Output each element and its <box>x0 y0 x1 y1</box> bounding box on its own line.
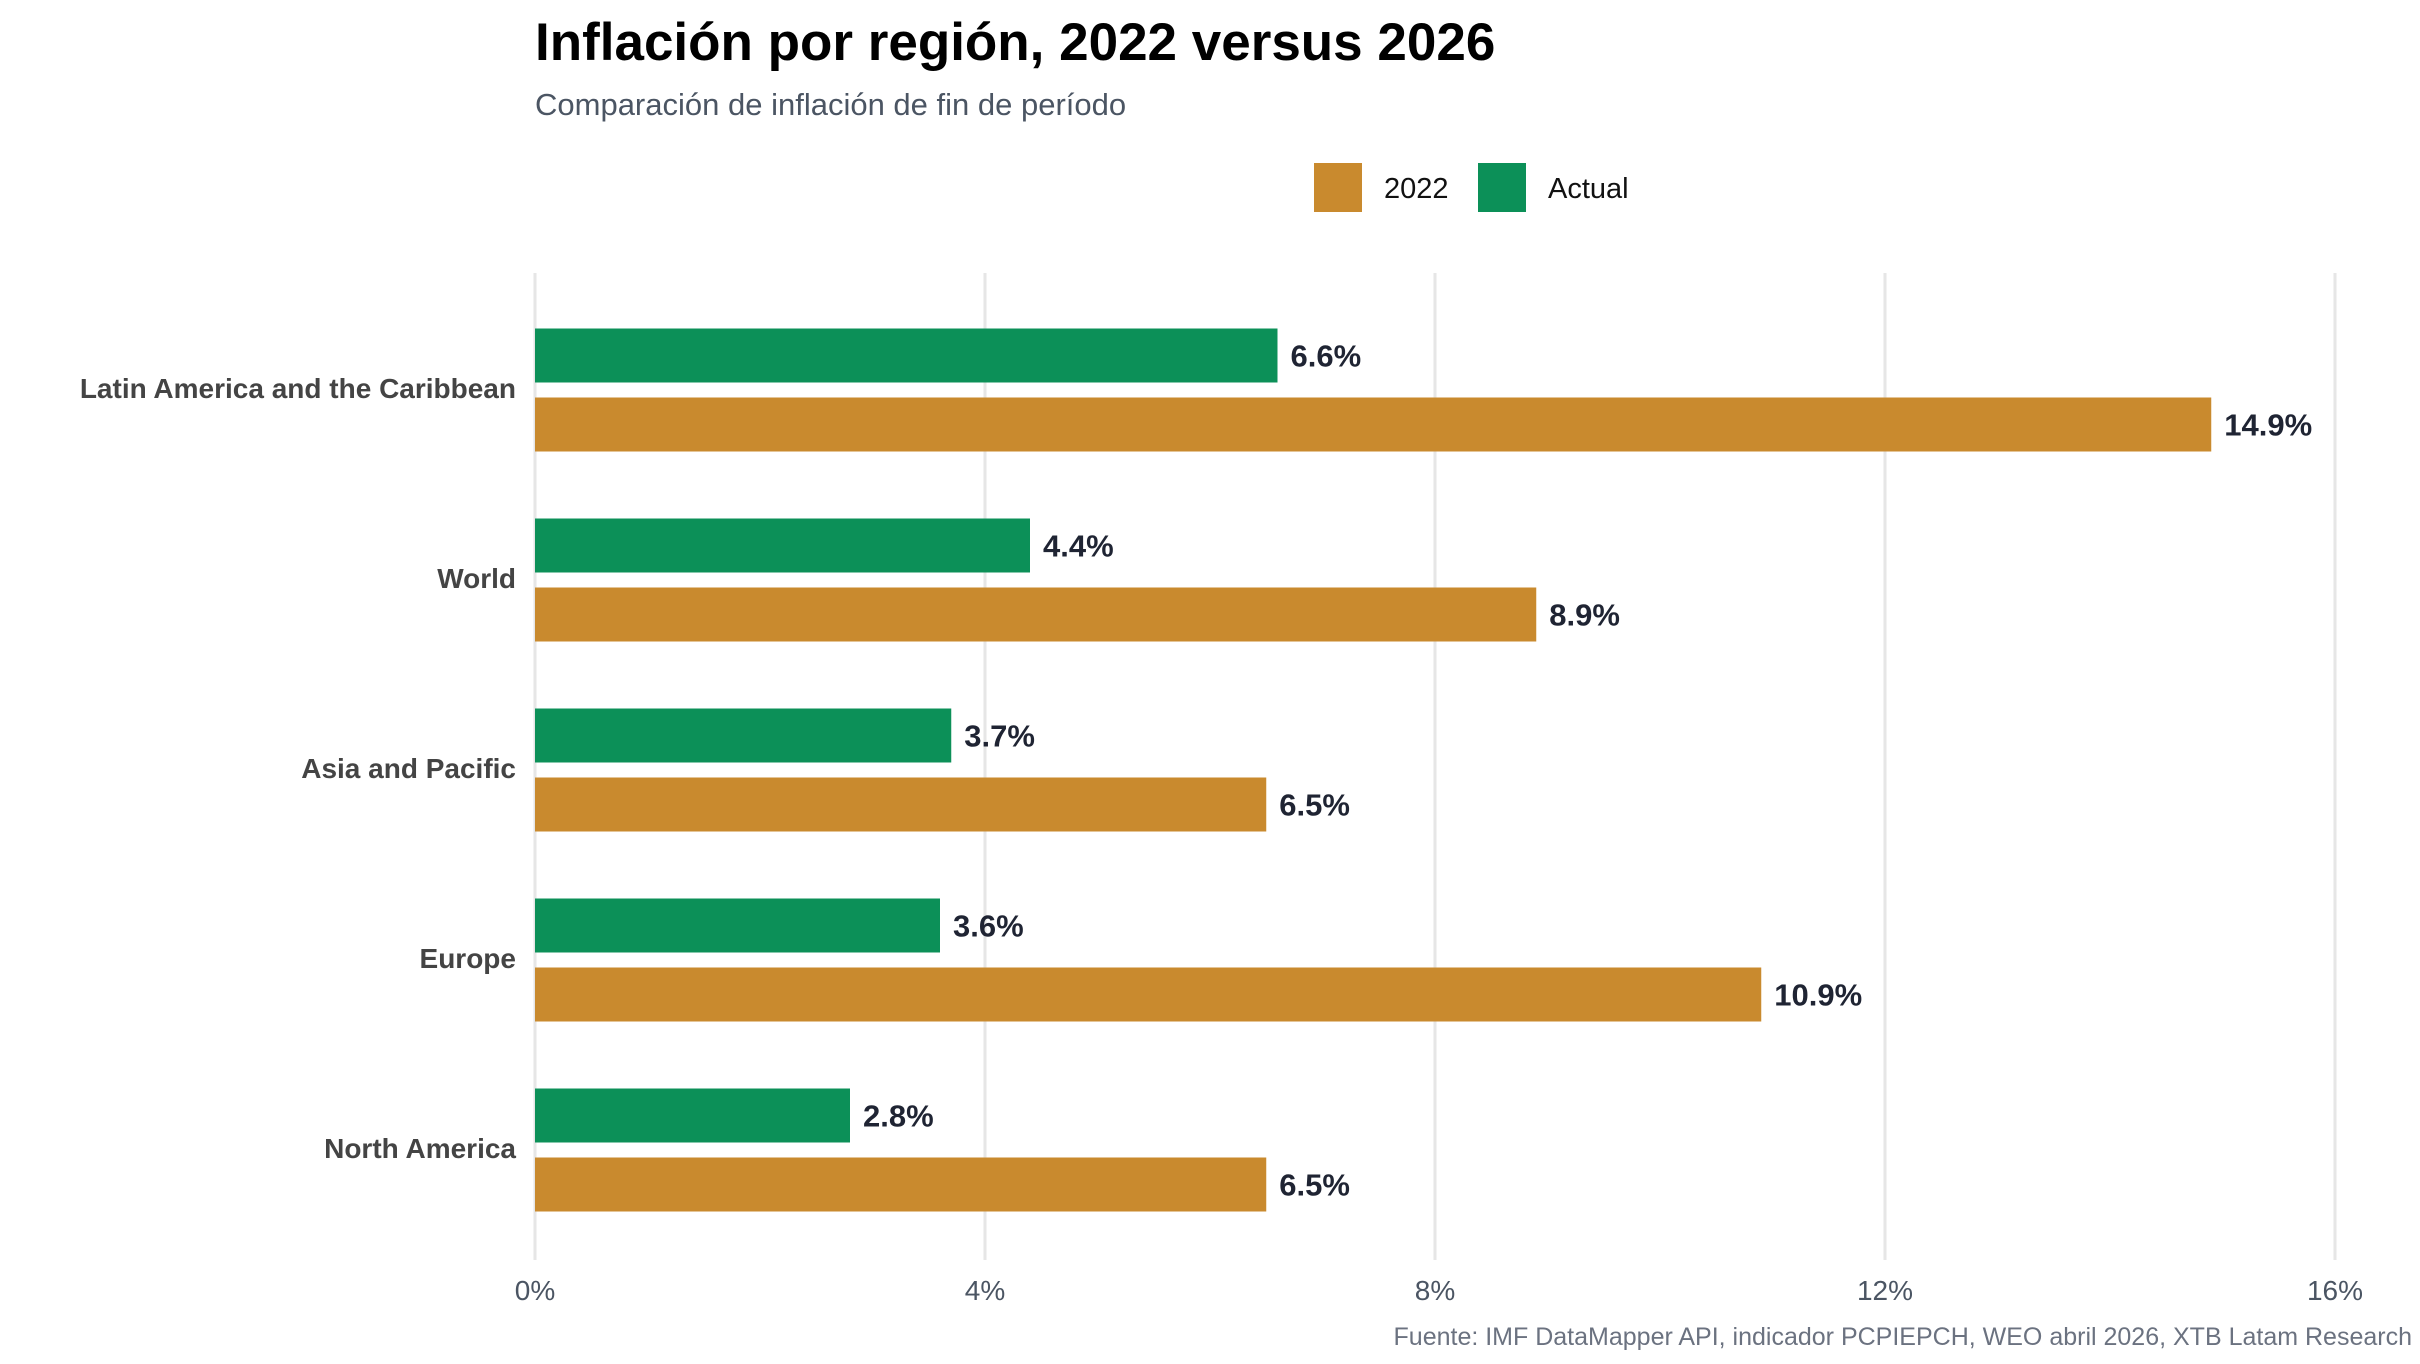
legend-key-actual <box>1478 163 1526 212</box>
legend: 2022 Actual <box>1314 163 1629 212</box>
legend-label-2022: 2022 <box>1384 173 1449 205</box>
bar-actual-asia-and-pacific <box>535 708 952 763</box>
bar-2022-north-america <box>535 1157 1267 1212</box>
y-category-label: Europe <box>420 943 516 974</box>
data-label: 6.6% <box>1291 339 1362 374</box>
y-axis: Latin America and the Caribbean World Asia… <box>80 373 517 1164</box>
x-tick-label: 16% <box>2307 1275 2363 1306</box>
y-category-label: World <box>437 563 516 594</box>
data-label: 10.9% <box>1774 978 1862 1013</box>
data-label: 8.9% <box>1549 598 1620 633</box>
chart-subtitle: Comparación de inflación de fin de perío… <box>535 87 1126 122</box>
bar-2022-asia-and-pacific <box>535 777 1267 832</box>
data-label: 6.5% <box>1279 788 1350 823</box>
bar-2022-europe <box>535 967 1762 1022</box>
data-label: 14.9% <box>2224 408 2312 443</box>
data-label: 2.8% <box>863 1099 934 1134</box>
data-label: 4.4% <box>1043 529 1114 564</box>
bar-actual-latin-america-and-the-caribbean <box>535 328 1278 383</box>
source-caption: Fuente: IMF DataMapper API, indicador PC… <box>1394 1323 2412 1351</box>
bar-actual-north-america <box>535 1088 850 1143</box>
legend-key-2022 <box>1314 163 1362 212</box>
data-label: 6.5% <box>1279 1168 1350 1203</box>
bar-actual-world <box>535 518 1030 573</box>
bar-2022-world <box>535 587 1537 642</box>
chart-title: Inflación por región, 2022 versus 2026 <box>535 13 1495 72</box>
data-label: 3.7% <box>964 719 1035 754</box>
x-axis: 0% 4% 8% 12% 16% <box>515 1275 2363 1306</box>
y-category-label: North America <box>324 1133 516 1164</box>
data-label: 3.6% <box>953 909 1024 944</box>
bar-actual-europe <box>535 898 940 953</box>
y-category-label: Asia and Pacific <box>301 753 516 784</box>
x-tick-label: 4% <box>965 1275 1005 1306</box>
legend-label-actual: Actual <box>1548 173 1629 205</box>
x-tick-label: 0% <box>515 1275 555 1306</box>
bars: 6.6% 14.9% 4.4% 8.9% 3.7% 6.5% 3.6% 10.9% 2.8% 6.… <box>535 328 2312 1212</box>
y-category-label: Latin America and the Caribbean <box>80 373 516 404</box>
x-tick-label: 8% <box>1415 1275 1455 1306</box>
bar-2022-latin-america-and-the-caribbean <box>535 397 2212 452</box>
x-tick-label: 12% <box>1857 1275 1913 1306</box>
